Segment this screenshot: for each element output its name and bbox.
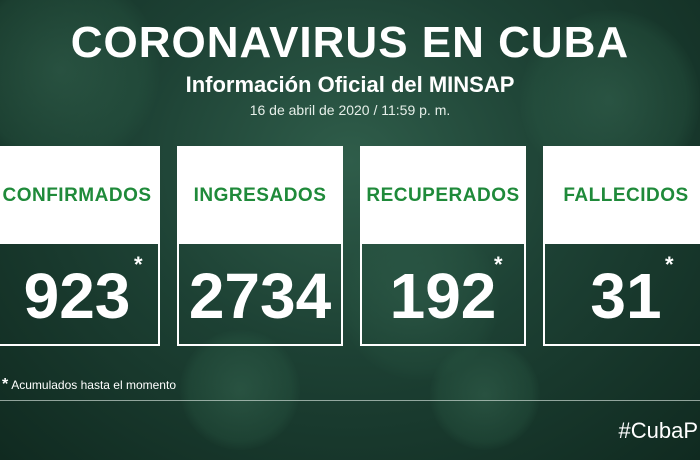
asterisk-mark: * [134, 252, 143, 277]
footnote-text: Acumulados hasta el momento [11, 378, 176, 392]
card-confirmados: CONFIRMADOS 923 * [0, 146, 160, 346]
background-virus-3 [180, 330, 300, 450]
background-virus-4 [430, 340, 540, 450]
card-ingresados: INGRESADOS 2734 [177, 146, 343, 346]
card-value: 31 [590, 260, 662, 332]
card-label: CONFIRMADOS [2, 185, 152, 206]
footnote: * Acumulados hasta el momento [2, 376, 176, 394]
card-label: INGRESADOS [193, 185, 327, 206]
card-label: FALLECIDOS [563, 185, 689, 206]
hashtag: #CubaP [618, 418, 698, 443]
page-subtitle: Información Oficial del MINSAP [185, 72, 515, 97]
divider [0, 400, 700, 401]
card-value: 192 [389, 260, 497, 332]
card-value: 923 [23, 260, 131, 332]
asterisk-mark: * [665, 252, 674, 277]
card-fallecidos: FALLECIDOS 31 * [543, 146, 700, 346]
background-virus-5 [340, 220, 500, 380]
card-header: FALLECIDOS [545, 148, 700, 244]
report-date: 16 de abril de 2020 / 11:59 p. m. [249, 102, 451, 118]
asterisk-mark: * [494, 252, 503, 277]
page-title: CORONAVIRUS EN CUBA [70, 18, 630, 67]
footnote-marker: * [2, 376, 9, 393]
card-header: RECUPERADOS [362, 148, 524, 244]
card-label: RECUPERADOS [366, 185, 520, 206]
card-value: 2734 [188, 260, 332, 332]
card-header: INGRESADOS [179, 148, 341, 244]
card-header: CONFIRMADOS [0, 148, 158, 244]
card-recuperados: RECUPERADOS 192 * [360, 146, 526, 346]
